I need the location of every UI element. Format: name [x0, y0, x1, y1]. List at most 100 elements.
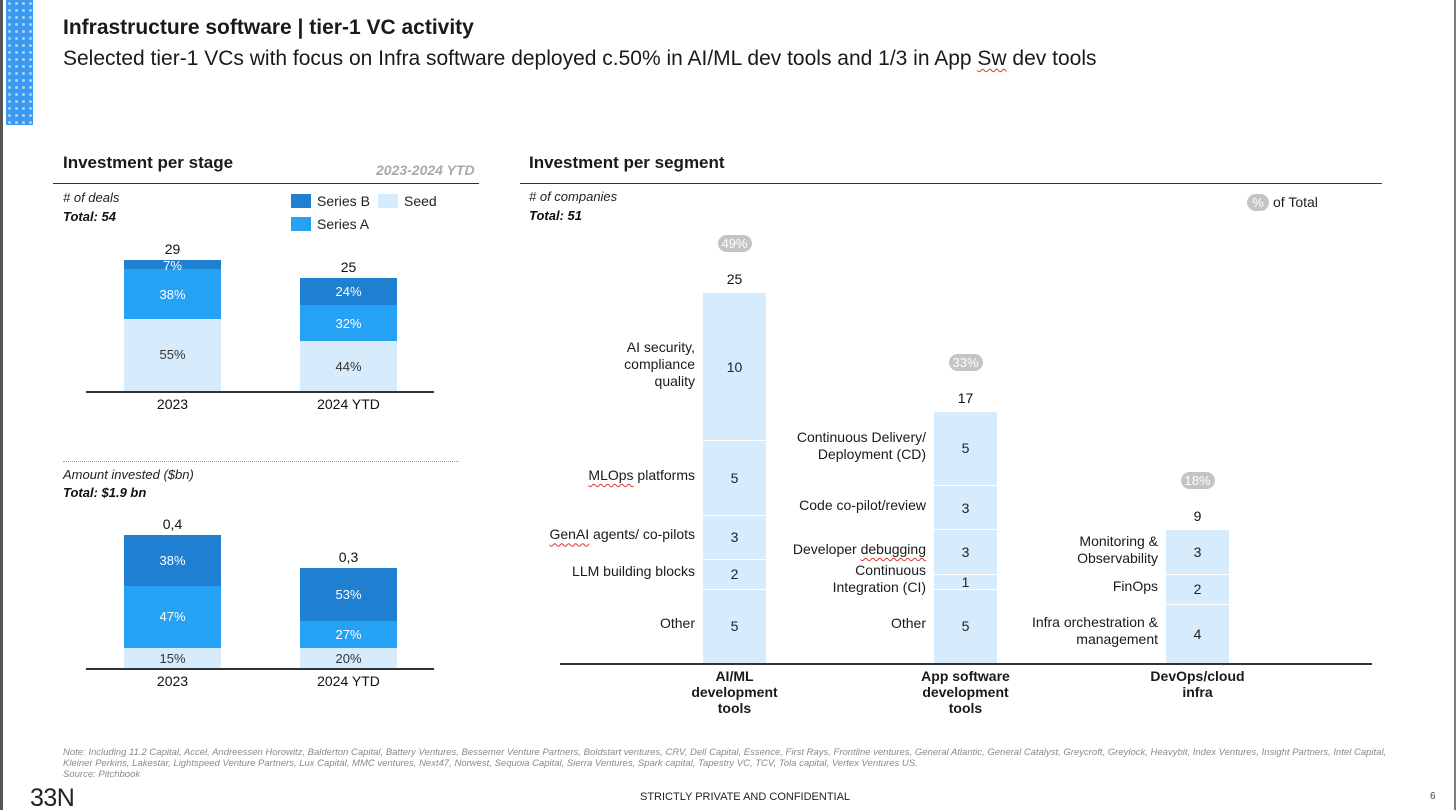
- deals-per-stage-chart: 55% 38% 7% 29 2023 44% 32% 24% 25 2024 YTD: [86, 235, 434, 425]
- legend-label-series-a: Series A: [317, 216, 370, 232]
- stage-bar-total: 0,4: [162, 516, 183, 532]
- segment-baseline: [560, 663, 1372, 665]
- segment-name-line: Code co-pilot/review: [799, 496, 926, 513]
- stage-segment-label: 55%: [159, 347, 186, 363]
- footnote-source: Source: Pitchbook: [63, 769, 141, 780]
- pct-legend-text: of Total: [1273, 194, 1318, 210]
- segment-name-label: Other: [660, 615, 695, 632]
- stage-bar-segment-seed: 55%: [124, 318, 221, 391]
- stage-segment-label: 15%: [159, 650, 186, 666]
- segment-name-rest: agents/ co-pilots: [589, 526, 695, 543]
- segment-share-pill: 33%: [948, 353, 983, 371]
- segment-section-rule: [520, 183, 1382, 184]
- left-edge-rule: [0, 0, 3, 810]
- stage-bar-total: 25: [340, 259, 357, 275]
- segment-cell: 1: [934, 574, 997, 590]
- segment-category-line: tools: [948, 700, 983, 716]
- segment-cell: 4: [1166, 603, 1229, 663]
- segment-category-line: AI/ML: [715, 668, 754, 684]
- footnote-note: Note: Including 11.2 Capital, Accel, And…: [63, 747, 1387, 769]
- segment-name-line: management: [1076, 631, 1158, 648]
- brand-accent-bar: [6, 0, 33, 125]
- segment-cell: 3: [934, 529, 997, 574]
- subtitle-text-end: dev tools: [1006, 47, 1097, 70]
- segment-cell: 5: [934, 410, 997, 485]
- stage-segment-label: 7%: [163, 258, 182, 273]
- companies-total-label: Total: 51: [529, 208, 582, 223]
- segment-cell: 3: [934, 484, 997, 530]
- segment-category-line: tools: [717, 700, 752, 716]
- stage-bar-segment-series-b: 24%: [300, 278, 397, 306]
- segment-cell: 5: [703, 588, 766, 663]
- stage-bar-segment-series-b: 53%: [300, 568, 397, 621]
- segment-category-line: development: [691, 684, 778, 700]
- segment-name-label: FinOps: [1113, 578, 1158, 595]
- stage-category-label: 2024 YTD: [317, 673, 380, 689]
- segment-name-line: quality: [654, 372, 695, 389]
- stage-section-rule: [53, 183, 479, 184]
- stage-category-label: 2024 YTD: [317, 396, 380, 412]
- stage-bar-segment-series-a: 47%: [124, 585, 221, 649]
- subtitle-text-start: Selected tier-1 VCs with focus on Infra …: [63, 47, 978, 70]
- segment-bar-total: 25: [726, 270, 743, 287]
- segment-name-line: Other: [890, 615, 926, 632]
- stage-segment-label: 20%: [335, 650, 362, 666]
- stage-segment-label: 24%: [335, 284, 362, 300]
- segment-cell: 2: [1166, 573, 1229, 604]
- stage-category-label: 2023: [156, 396, 189, 412]
- segment-cell: 5: [703, 440, 766, 514]
- segment-name-label: LLM building blocks: [572, 563, 695, 580]
- segment-cell: 3: [703, 514, 766, 560]
- segment-name-line: Integration (CI): [832, 579, 926, 596]
- stage-bar-segment-series-a: 38%: [124, 269, 221, 319]
- segment-name-line: Deployment (CD): [817, 445, 926, 462]
- legend-label-seed: Seed: [404, 193, 437, 209]
- segment-share-pill: 18%: [1180, 472, 1215, 490]
- segment-name-line: FinOps: [1112, 578, 1158, 595]
- segment-name-line: AI security,: [626, 338, 695, 355]
- deals-axis-label: # of deals: [63, 190, 120, 205]
- amount-total-label: Total: $1.9 bn: [63, 485, 147, 500]
- legend-swatch-series-a: [291, 217, 311, 231]
- segment-name-line: MLOps platforms: [588, 467, 695, 484]
- stage-bar-segment-seed: 15%: [124, 648, 221, 668]
- segment-name-label: GenAI agents/ co-pilots: [549, 526, 695, 543]
- segment-name-line: Observability: [1077, 549, 1158, 566]
- segment-cell: 5: [934, 588, 997, 663]
- page-number: 6: [1430, 791, 1436, 802]
- legend-swatch-seed: [378, 194, 398, 208]
- company-logo: 33N: [30, 784, 75, 810]
- segment-category-line: App software: [921, 668, 1010, 684]
- segment-name-label: Developer debugging: [793, 541, 926, 558]
- segment-name-line: compliance: [624, 355, 695, 372]
- legend-swatch-series-b: [291, 194, 311, 208]
- segment-name-label: Infra orchestration & management: [1032, 614, 1158, 648]
- segment-share-pill: 49%: [717, 234, 752, 252]
- amount-axis-label: Amount invested ($bn): [63, 467, 194, 482]
- segment-section-title: Investment per segment: [529, 153, 725, 172]
- segment-cell: 3: [1166, 529, 1229, 574]
- deals-total-label: Total: 54: [63, 209, 116, 224]
- segment-bar-total: 9: [1193, 508, 1202, 525]
- stage-segment-label: 38%: [159, 286, 186, 302]
- amount-invested-chart: 15% 47% 38% 0,4 2023 20% 27% 53% 0,3 2024 YTD: [86, 505, 434, 695]
- segment-cell: 10: [703, 291, 766, 441]
- subtitle-sw: Sw: [977, 47, 1007, 70]
- segment-name-line: LLM building blocks: [572, 563, 695, 580]
- segment-name-line: GenAI agents/ co-pilots: [549, 526, 695, 543]
- stage-baseline: [86, 668, 434, 670]
- segment-name-line: Infra orchestration &: [1031, 614, 1158, 631]
- segment-category-label: AI/ML development tools: [665, 668, 805, 716]
- stage-bar-segment-series-b: 7%: [124, 258, 221, 273]
- stage-bar-segment-seed: 20%: [300, 648, 397, 668]
- right-edge-rule: [1454, 0, 1456, 810]
- stage-segment-label: 27%: [335, 627, 362, 642]
- segment-bar-total: 17: [957, 389, 974, 406]
- segment-bar: 10 5 3 2 5: [703, 291, 766, 663]
- segment-name-word: MLOps: [588, 466, 634, 483]
- companies-axis-label: # of companies: [529, 189, 618, 204]
- stage-segment-label: 38%: [159, 552, 186, 568]
- segment-name-label: Code co-pilot/review: [799, 497, 926, 514]
